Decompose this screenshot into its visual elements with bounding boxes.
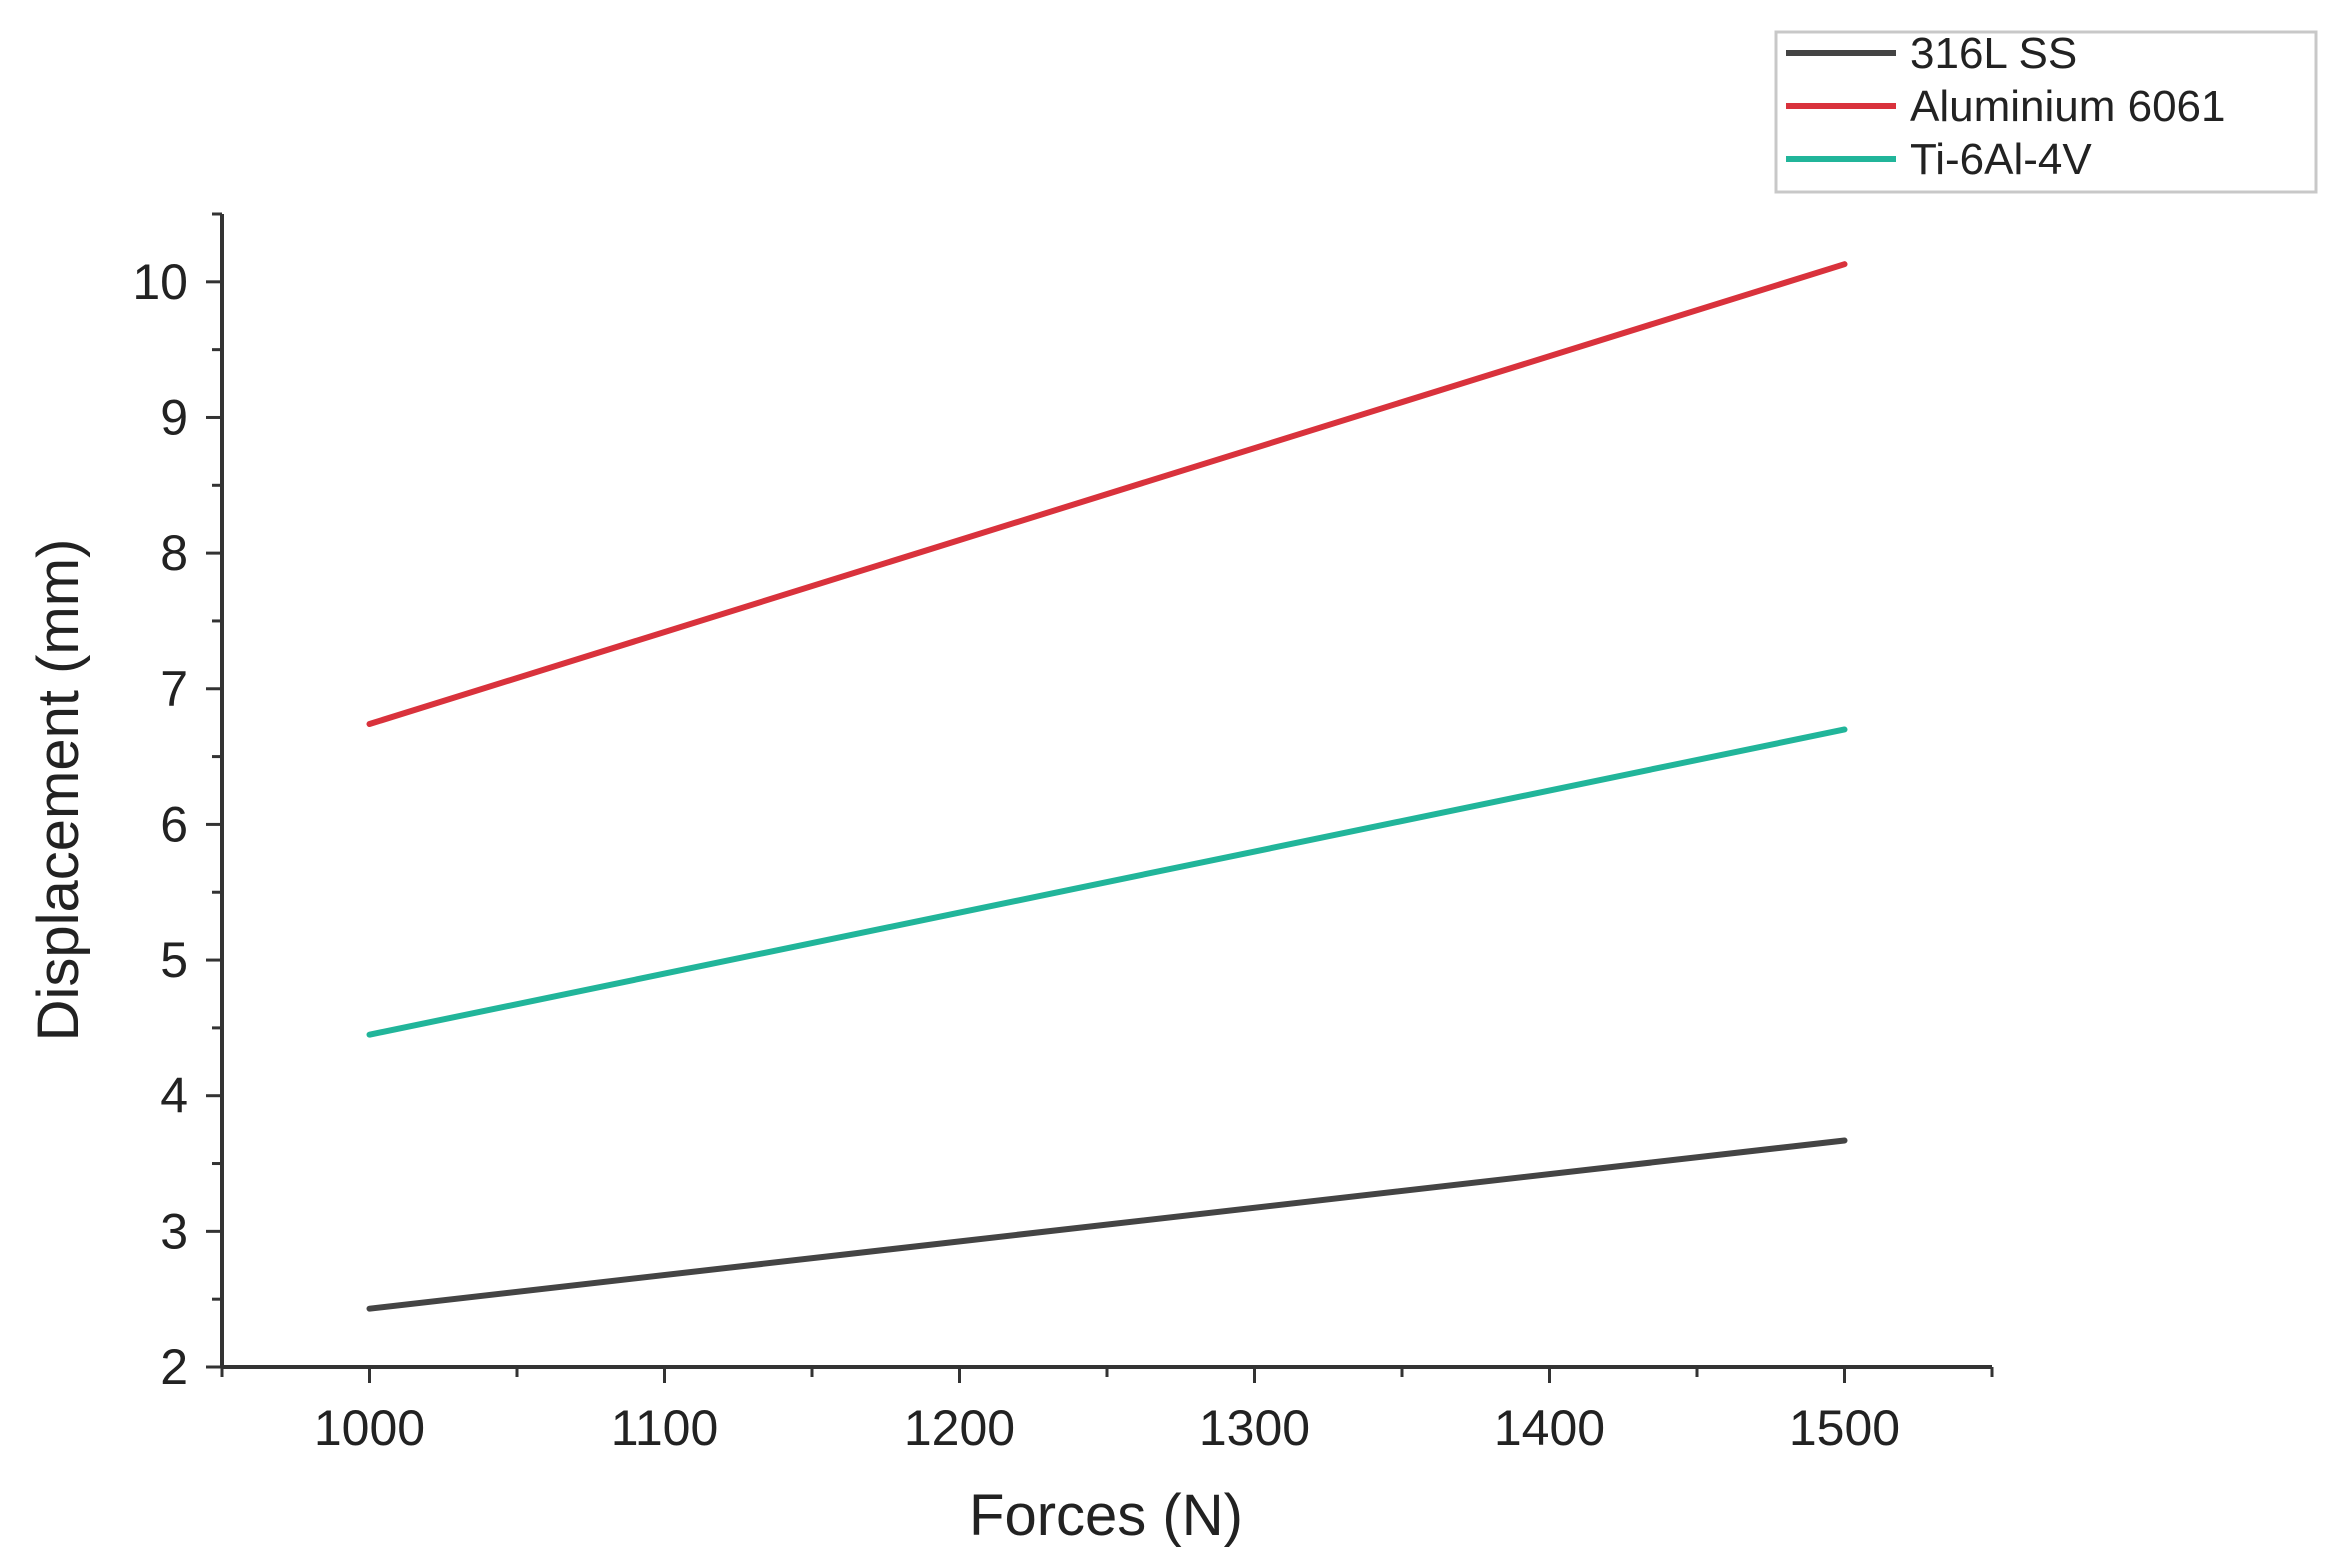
legend-label: Aluminium 6061: [1910, 82, 2226, 131]
x-tick-label: 1300: [1199, 1400, 1310, 1456]
y-axis-title: Displacement (mm): [26, 539, 91, 1042]
y-tick-label: 5: [160, 932, 188, 988]
y-tick-label: 2: [160, 1339, 188, 1395]
y-tick-label: 9: [160, 389, 188, 445]
series-lines: [366, 261, 1848, 1312]
y-tick-label: 3: [160, 1203, 188, 1259]
series-line-1: [366, 1137, 1848, 1312]
axes: 1000 1100 1200 1300 1400 1500 2 3 4 5 6 7 8 9 10: [132, 212, 1994, 1456]
series-line-3: [366, 726, 1848, 1038]
legend-label: 316L SS: [1910, 29, 2077, 78]
legend-box: [1774, 30, 2318, 194]
y-tick-label: 6: [160, 796, 188, 852]
x-tick-label: 1400: [1494, 1400, 1605, 1456]
series-line-2: [366, 261, 1848, 728]
y-tick-label: 10: [132, 254, 188, 310]
x-tick-label: 1500: [1789, 1400, 1900, 1456]
x-tick-label: 1200: [904, 1400, 1015, 1456]
x-tick-label: 1000: [314, 1400, 425, 1456]
y-tick-label: 4: [160, 1068, 188, 1124]
y-tick-label: 7: [160, 661, 188, 717]
y-tick-label: 8: [160, 525, 188, 581]
x-axis-title: Forces (N): [969, 1483, 1243, 1548]
legend-label: Ti-6Al-4V: [1910, 135, 2092, 184]
x-tick-label: 1100: [611, 1400, 719, 1456]
